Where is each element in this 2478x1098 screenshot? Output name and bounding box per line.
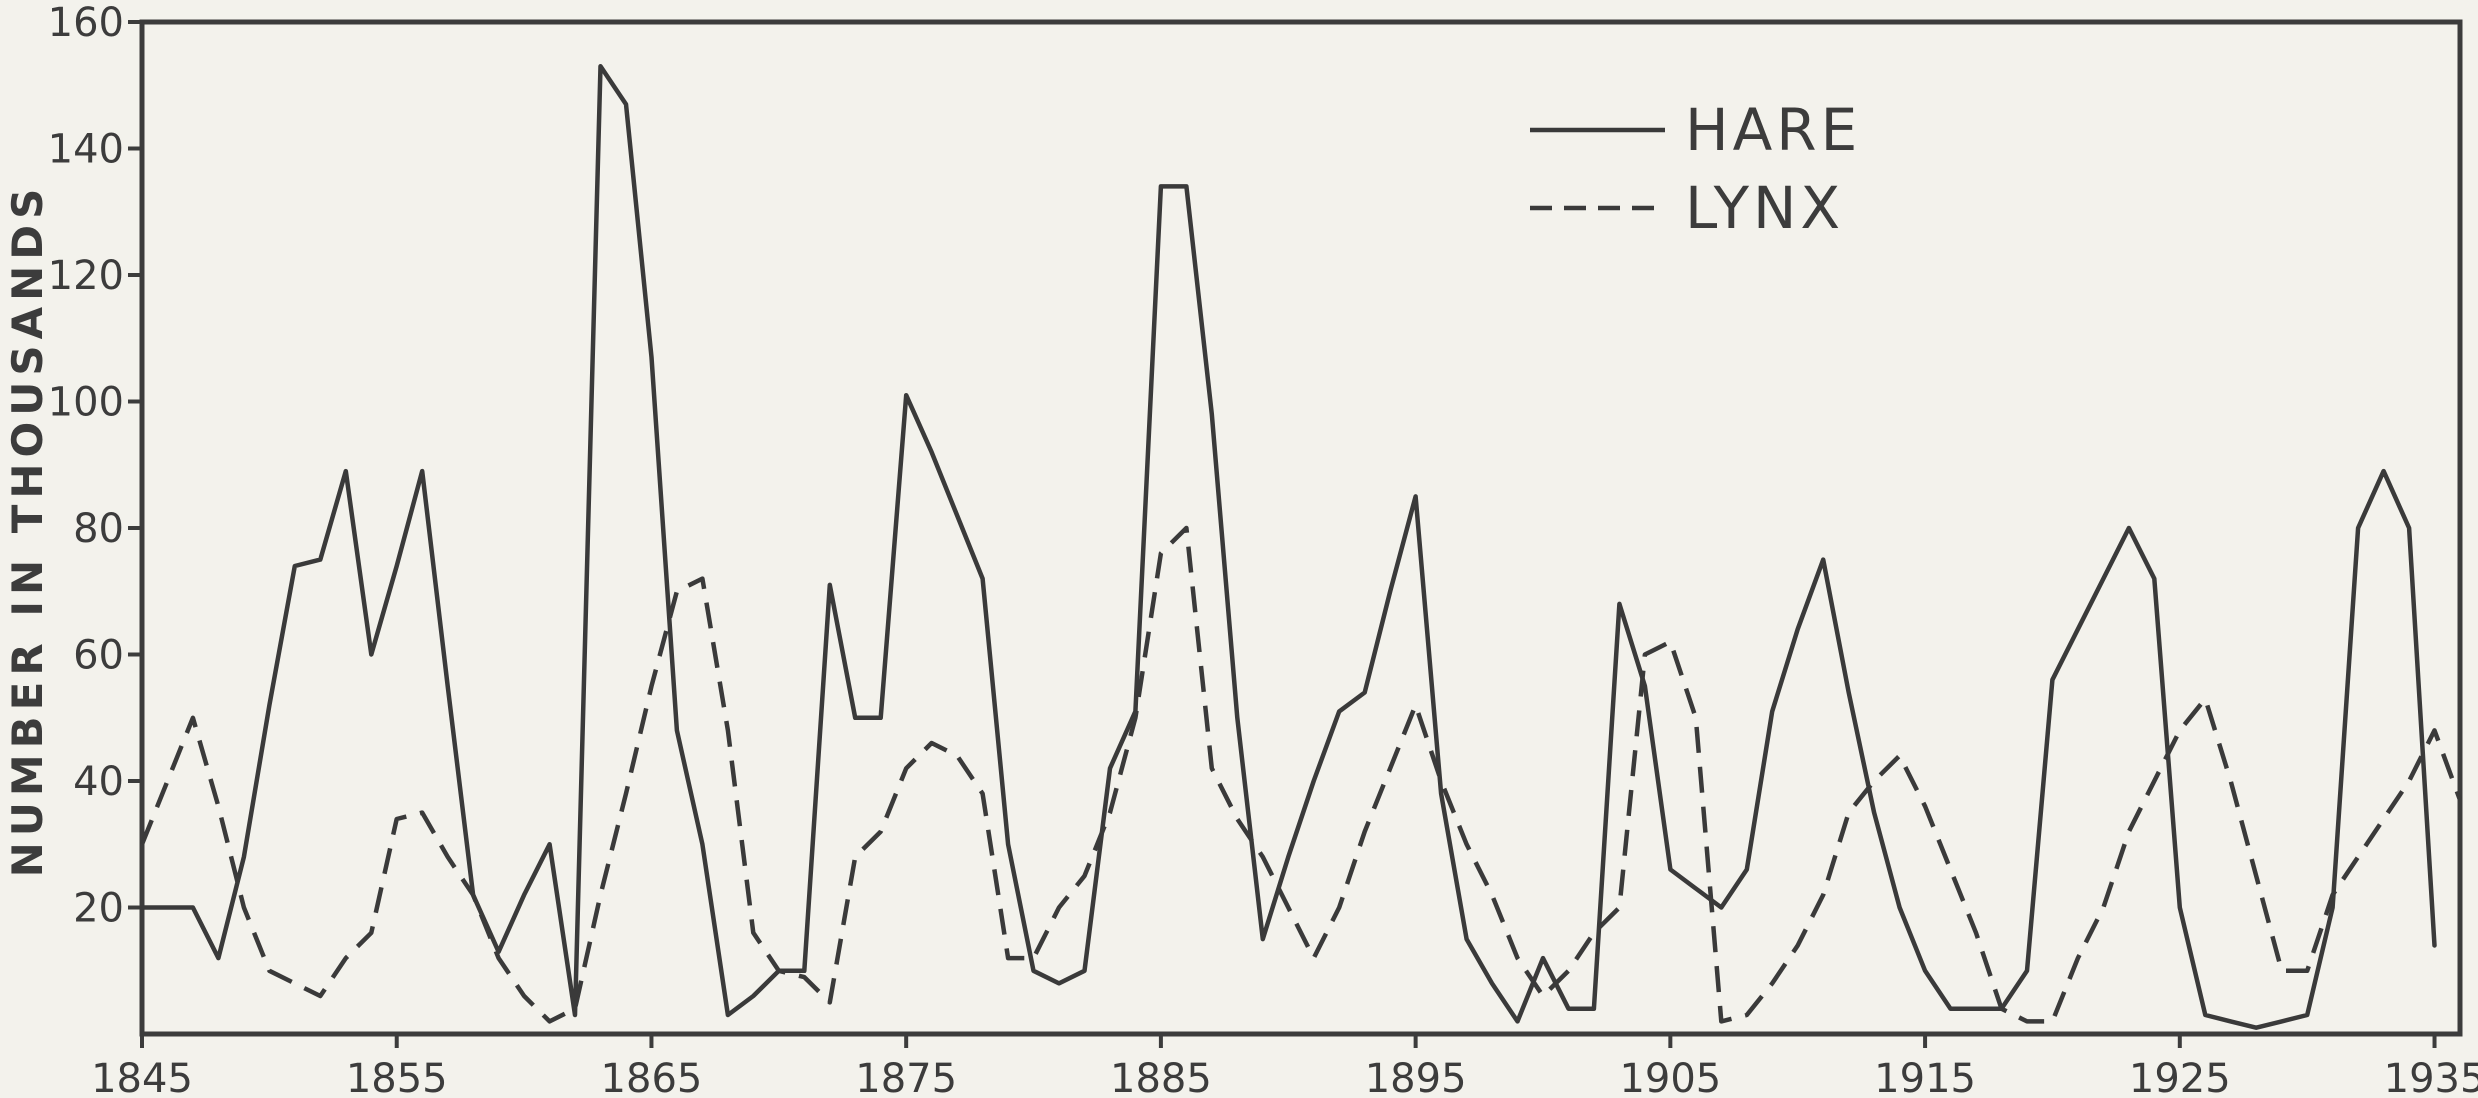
series-line-lynx — [139, 525, 2463, 1024]
y-tick-label: 20 — [73, 886, 124, 932]
y-tick-label: 40 — [73, 759, 124, 805]
x-axis-ticks: 1845 1855 1865 1875 1885 1895 1905 1915 1925 1935 — [91, 1034, 2478, 1098]
x-tick-label: 1915 — [1874, 1056, 1976, 1098]
legend-label-lynx: LYNX — [1685, 174, 1844, 242]
y-tick-label: 100 — [48, 380, 124, 426]
x-tick-label: 1855 — [346, 1056, 448, 1098]
y-tick-label: 80 — [73, 506, 124, 552]
y-tick-label: 140 — [48, 127, 124, 173]
legend: HARE LYNX — [1530, 96, 1861, 242]
y-tick-label: 160 — [48, 0, 124, 46]
x-tick-label: 1845 — [91, 1056, 193, 1098]
x-tick-label: 1875 — [855, 1056, 957, 1098]
series-line-hare — [139, 64, 2437, 1030]
x-tick-label: 1905 — [1619, 1056, 1721, 1098]
x-tick-label: 1935 — [2384, 1056, 2478, 1098]
y-tick-label: 120 — [48, 253, 124, 299]
x-tick-label: 1865 — [601, 1056, 703, 1098]
legend-label-hare: HARE — [1685, 96, 1861, 164]
x-tick-label: 1885 — [1110, 1056, 1212, 1098]
y-axis-ticks: 20 40 60 80 100 120 140 160 — [48, 0, 142, 932]
x-tick-label: 1895 — [1365, 1056, 1467, 1098]
x-tick-label: 1925 — [2129, 1056, 2231, 1098]
y-axis-label: NUMBER IN THOUSANDS — [3, 183, 52, 878]
y-tick-label: 60 — [73, 633, 124, 679]
series-layer — [139, 64, 2463, 1030]
